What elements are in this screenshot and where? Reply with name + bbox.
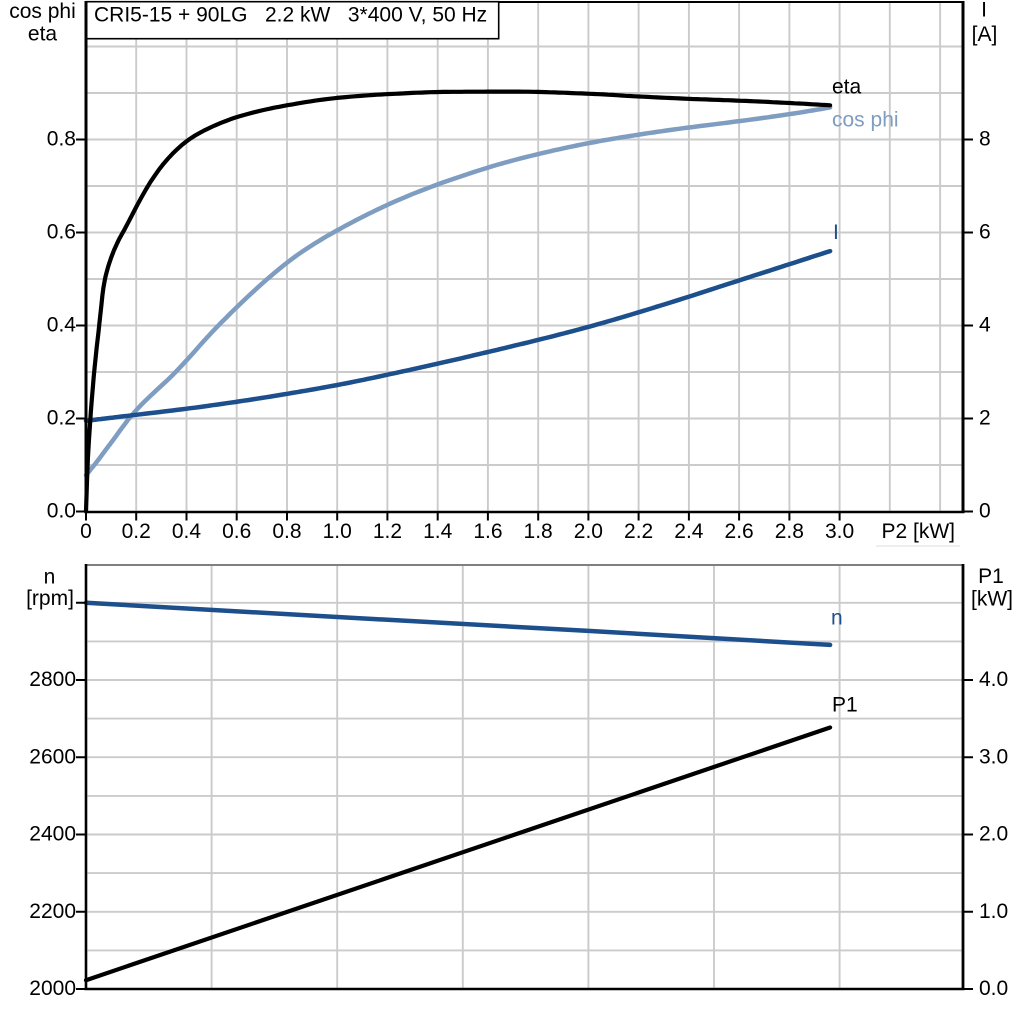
svg-text:0.8: 0.8 xyxy=(272,520,301,543)
svg-text:0: 0 xyxy=(80,520,92,543)
svg-text:P1: P1 xyxy=(978,565,1004,588)
svg-text:8: 8 xyxy=(979,128,991,151)
svg-text:3.0: 3.0 xyxy=(979,745,1008,768)
svg-text:cos phi: cos phi xyxy=(9,0,76,23)
svg-text:0.4: 0.4 xyxy=(172,520,202,543)
svg-text:2800: 2800 xyxy=(29,668,76,691)
svg-text:4: 4 xyxy=(979,314,991,337)
svg-text:I: I xyxy=(981,0,987,22)
svg-text:1.2: 1.2 xyxy=(373,520,402,543)
svg-text:0.0: 0.0 xyxy=(979,977,1008,1000)
svg-text:0.0: 0.0 xyxy=(47,500,76,523)
svg-text:1.6: 1.6 xyxy=(473,520,502,543)
svg-text:0.2: 0.2 xyxy=(47,407,76,430)
svg-text:2000: 2000 xyxy=(29,977,76,1000)
svg-text:0.2: 0.2 xyxy=(122,520,151,543)
svg-text:2.8: 2.8 xyxy=(775,520,804,543)
svg-text:1.0: 1.0 xyxy=(979,900,1008,923)
svg-text:I: I xyxy=(833,221,839,244)
svg-text:[A]: [A] xyxy=(972,23,998,46)
svg-text:2.2: 2.2 xyxy=(624,520,653,543)
svg-text:0.6: 0.6 xyxy=(47,221,76,244)
svg-text:[kW]: [kW] xyxy=(971,588,1013,611)
svg-text:0: 0 xyxy=(979,500,991,523)
svg-text:2.0: 2.0 xyxy=(574,520,603,543)
svg-text:n: n xyxy=(831,607,843,630)
svg-text:2: 2 xyxy=(979,407,991,430)
svg-text:2.0: 2.0 xyxy=(979,823,1008,846)
svg-text:eta: eta xyxy=(28,23,58,46)
svg-text:3.0: 3.0 xyxy=(825,520,854,543)
svg-text:P2 [kW]: P2 [kW] xyxy=(881,520,955,543)
svg-text:0.8: 0.8 xyxy=(47,128,76,151)
svg-text:2.6: 2.6 xyxy=(725,520,754,543)
svg-text:n: n xyxy=(44,566,56,589)
svg-text:2200: 2200 xyxy=(29,900,76,923)
svg-text:cos phi: cos phi xyxy=(832,109,899,132)
svg-text:1.4: 1.4 xyxy=(423,520,453,543)
svg-text:0.6: 0.6 xyxy=(222,520,251,543)
svg-text:eta: eta xyxy=(832,76,862,99)
svg-text:4.0: 4.0 xyxy=(979,668,1008,691)
svg-text:P1: P1 xyxy=(832,694,858,717)
svg-text:1.0: 1.0 xyxy=(323,520,352,543)
svg-text:2.4: 2.4 xyxy=(674,520,704,543)
svg-text:2400: 2400 xyxy=(29,823,76,846)
svg-text:[rpm]: [rpm] xyxy=(26,587,74,610)
svg-text:2600: 2600 xyxy=(29,745,76,768)
svg-text:CRI5-15 + 90LG 2.2 kW 3*40: CRI5-15 + 90LG 2.2 kW 3*400 V, 50 Hz xyxy=(94,4,487,27)
svg-text:6: 6 xyxy=(979,221,991,244)
svg-text:0.4: 0.4 xyxy=(47,314,77,337)
svg-text:1.8: 1.8 xyxy=(524,520,553,543)
